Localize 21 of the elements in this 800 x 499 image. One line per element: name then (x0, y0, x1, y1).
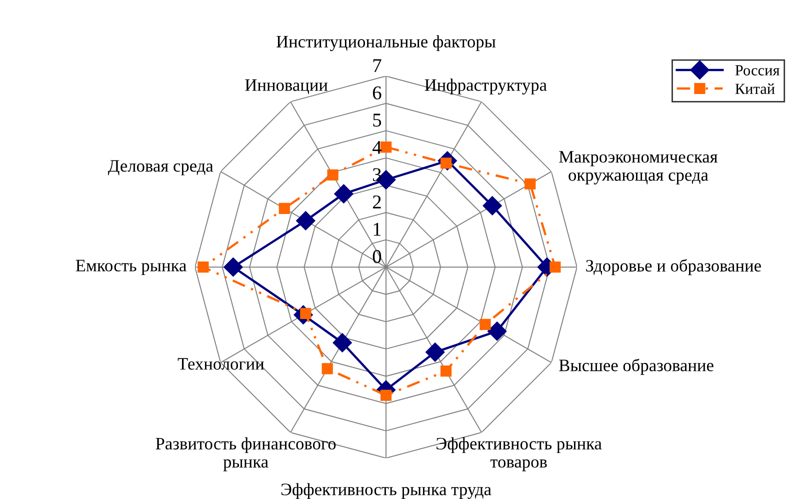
y-tick-label: 5 (373, 114, 382, 127)
y-tick-label: 1 (374, 222, 381, 236)
spoke-label: Макроэкономическая окружающая среда (559, 151, 718, 184)
spoke-label: Институциональные факторы (276, 35, 496, 52)
y-tick-label: 3 (373, 168, 382, 182)
spoke-label: Эффективность рынка товаров (436, 437, 602, 472)
spoke-label: Технологии (178, 358, 264, 370)
spoke-label: Инфраструктура (424, 78, 547, 94)
legend-label: Россия (735, 65, 780, 76)
spoke-label: Высшее образование (559, 358, 714, 375)
spoke-label: Здоровье и образование (586, 259, 761, 276)
y-tick-label: 0 (372, 250, 382, 264)
legend-label: Китай (735, 83, 775, 94)
spoke-label: Эффективность рынка труда (281, 483, 492, 499)
y-tick-label: 2 (372, 196, 381, 208)
y-tick-label: 6 (372, 86, 382, 100)
spoke-label: Инновации (245, 79, 328, 94)
spoke-label: Развитость финансового рынка (156, 437, 336, 472)
spoke-label: Емкость рынка (76, 260, 186, 275)
y-tick-label: 7 (373, 59, 382, 72)
spoke-label: Деловая среда (108, 160, 214, 176)
